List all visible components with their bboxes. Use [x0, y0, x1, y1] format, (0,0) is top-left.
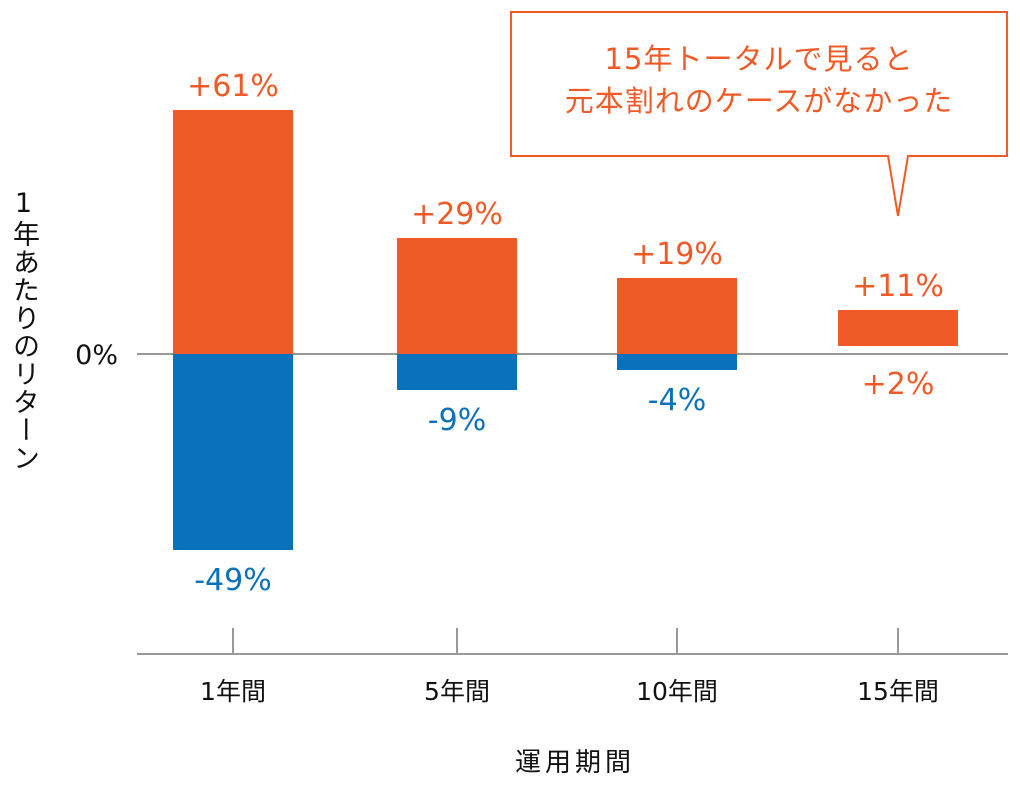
bar-max-4 — [838, 310, 958, 346]
bar-min-3 — [617, 354, 737, 370]
bar-min-2 — [397, 354, 517, 390]
x-tick-label-4: 15年間 — [857, 677, 939, 706]
y-axis-label: 1年あたりのリターン — [8, 188, 39, 472]
data-label-min-2: -9% — [428, 403, 486, 438]
annotation-line-1: 15年トータルで見ると — [604, 42, 914, 76]
annotation-text: 15年トータルで見ると 元本割れのケースがなかった — [510, 38, 1008, 122]
x-axis-title: 運用期間 — [514, 748, 635, 778]
zero-label: 0% — [75, 340, 118, 371]
data-label-max-4: +11% — [852, 269, 944, 304]
data-label-max-2: +29% — [411, 197, 503, 232]
bar-max-1 — [173, 110, 293, 354]
annotation-line-2: 元本割れのケースがなかった — [564, 84, 954, 118]
x-tick-label-2: 5年間 — [424, 677, 490, 706]
annotation-callout — [510, 11, 1008, 217]
bar-max-2 — [397, 238, 517, 354]
x-tick-label-1: 1年間 — [200, 677, 266, 706]
data-label-max-3: +19% — [631, 237, 723, 272]
bar-min-1 — [173, 354, 293, 550]
data-label-min-1: -49% — [194, 563, 272, 598]
data-label-min-4: +2% — [862, 367, 935, 402]
bar-max-3 — [617, 278, 737, 354]
x-tick-label-3: 10年間 — [636, 677, 718, 706]
data-label-min-3: -4% — [648, 383, 706, 418]
data-label-max-1: +61% — [187, 69, 279, 104]
